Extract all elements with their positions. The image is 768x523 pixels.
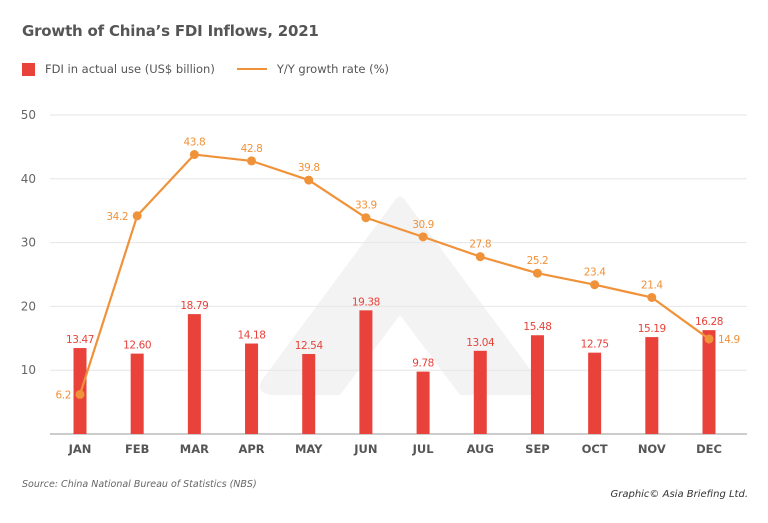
bar-value-label: 16.28 — [695, 316, 723, 328]
line-value-label: 25.2 — [527, 255, 549, 267]
line-value-label: 27.8 — [469, 239, 491, 251]
line-point — [361, 213, 371, 223]
line-point — [132, 211, 142, 221]
legend-bar-label: FDI in actual use (US$ billion) — [45, 62, 215, 76]
bar — [130, 353, 144, 434]
bar — [588, 352, 602, 434]
x-tick-label: FEB — [125, 442, 149, 456]
gridlines — [50, 114, 747, 435]
bar — [416, 371, 430, 434]
line-point — [704, 334, 714, 344]
y-tick-label: 40 — [21, 172, 36, 186]
bar — [302, 353, 316, 434]
bar-value-label: 13.47 — [66, 334, 94, 346]
x-tick-label: NOV — [638, 442, 666, 456]
line-value-label: 43.8 — [183, 137, 205, 149]
line-value-label: 6.2 — [56, 389, 72, 401]
bar-value-label: 14.18 — [238, 330, 266, 342]
x-tick-label: JAN — [68, 442, 92, 456]
bar-value-label: 15.48 — [523, 321, 551, 333]
bar — [187, 314, 201, 434]
x-tick-label: APR — [238, 442, 264, 456]
legend-line-swatch — [236, 68, 267, 70]
legend: FDI in actual use (US$ billion) Y/Y grow… — [22, 62, 389, 76]
x-axis-ticks: JAN FEB MAR APR MAY JUN JUL AUG SEP OCT NOV DEC — [68, 442, 722, 456]
line-value-label: 34.2 — [106, 211, 128, 223]
y-axis-ticks: 10 20 30 40 50 — [21, 108, 36, 377]
line-series — [75, 150, 714, 399]
line-point — [475, 252, 485, 262]
bar-series — [73, 310, 716, 434]
legend-line-label: Y/Y growth rate (%) — [276, 62, 389, 76]
bar — [473, 350, 487, 434]
bar-value-label: 12.75 — [581, 339, 609, 351]
source-note: Source: China National Bureau of Statist… — [22, 479, 257, 490]
line-value-label: 33.9 — [355, 200, 377, 212]
x-tick-label: DEC — [696, 442, 722, 456]
bar — [702, 330, 716, 434]
line-point — [532, 268, 542, 278]
line-value-label: 39.8 — [298, 162, 320, 174]
line-point — [189, 150, 199, 160]
y-tick-label: 50 — [21, 108, 36, 122]
line-point — [590, 280, 600, 290]
watermark-logo — [259, 196, 541, 395]
bar — [245, 343, 259, 434]
x-tick-label: AUG — [467, 442, 494, 456]
bar — [645, 337, 659, 434]
bar-value-label: 15.19 — [638, 323, 666, 335]
legend-bar-swatch — [22, 62, 35, 76]
bar-value-label: 12.60 — [123, 340, 151, 352]
x-tick-label: JUL — [412, 442, 435, 456]
bar — [359, 310, 373, 434]
x-tick-label: OCT — [582, 442, 608, 456]
y-tick-label: 30 — [21, 236, 36, 250]
line-point — [418, 232, 428, 242]
y-tick-label: 10 — [21, 363, 36, 377]
line-value-label: 30.9 — [412, 219, 434, 231]
watermark-shape — [259, 196, 541, 395]
line-value-label: 42.8 — [241, 143, 263, 155]
line-data-labels: 6.2 34.2 43.8 42.8 39.8 33.9 30.9 27.8 25.2 23.4 2… — [56, 137, 741, 402]
line-value-label: 21.4 — [641, 279, 663, 291]
line-point — [247, 156, 257, 166]
line-value-label: 23.4 — [584, 267, 606, 279]
line-value-label: 14.9 — [718, 334, 740, 346]
bar-value-label: 12.54 — [295, 340, 324, 352]
x-tick-label: MAR — [180, 442, 209, 456]
line-point — [647, 292, 657, 302]
bar-value-label: 19.38 — [352, 296, 380, 308]
x-tick-label: JUN — [353, 442, 377, 456]
bar-data-labels: 13.47 12.60 18.79 14.18 12.54 19.38 9.78 13.04 1… — [66, 296, 723, 369]
line-point — [75, 389, 85, 399]
bar-value-label: 13.04 — [466, 337, 495, 349]
x-tick-label: SEP — [525, 442, 550, 456]
chart-title: Growth of China’s FDI Inflows, 2021 — [22, 22, 319, 40]
bar — [530, 335, 544, 434]
y-tick-label: 20 — [21, 299, 36, 313]
bar-value-label: 18.79 — [180, 300, 208, 312]
line-point — [304, 175, 314, 185]
growth-line — [78, 153, 710, 395]
bar-value-label: 9.78 — [412, 358, 434, 370]
x-tick-label: MAY — [295, 442, 323, 456]
credit-note: Graphic© Asia Briefing Ltd. — [610, 489, 748, 500]
